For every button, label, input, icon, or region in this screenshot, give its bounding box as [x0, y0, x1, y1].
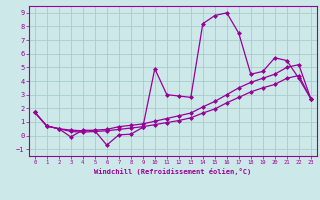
X-axis label: Windchill (Refroidissement éolien,°C): Windchill (Refroidissement éolien,°C)	[94, 168, 252, 175]
